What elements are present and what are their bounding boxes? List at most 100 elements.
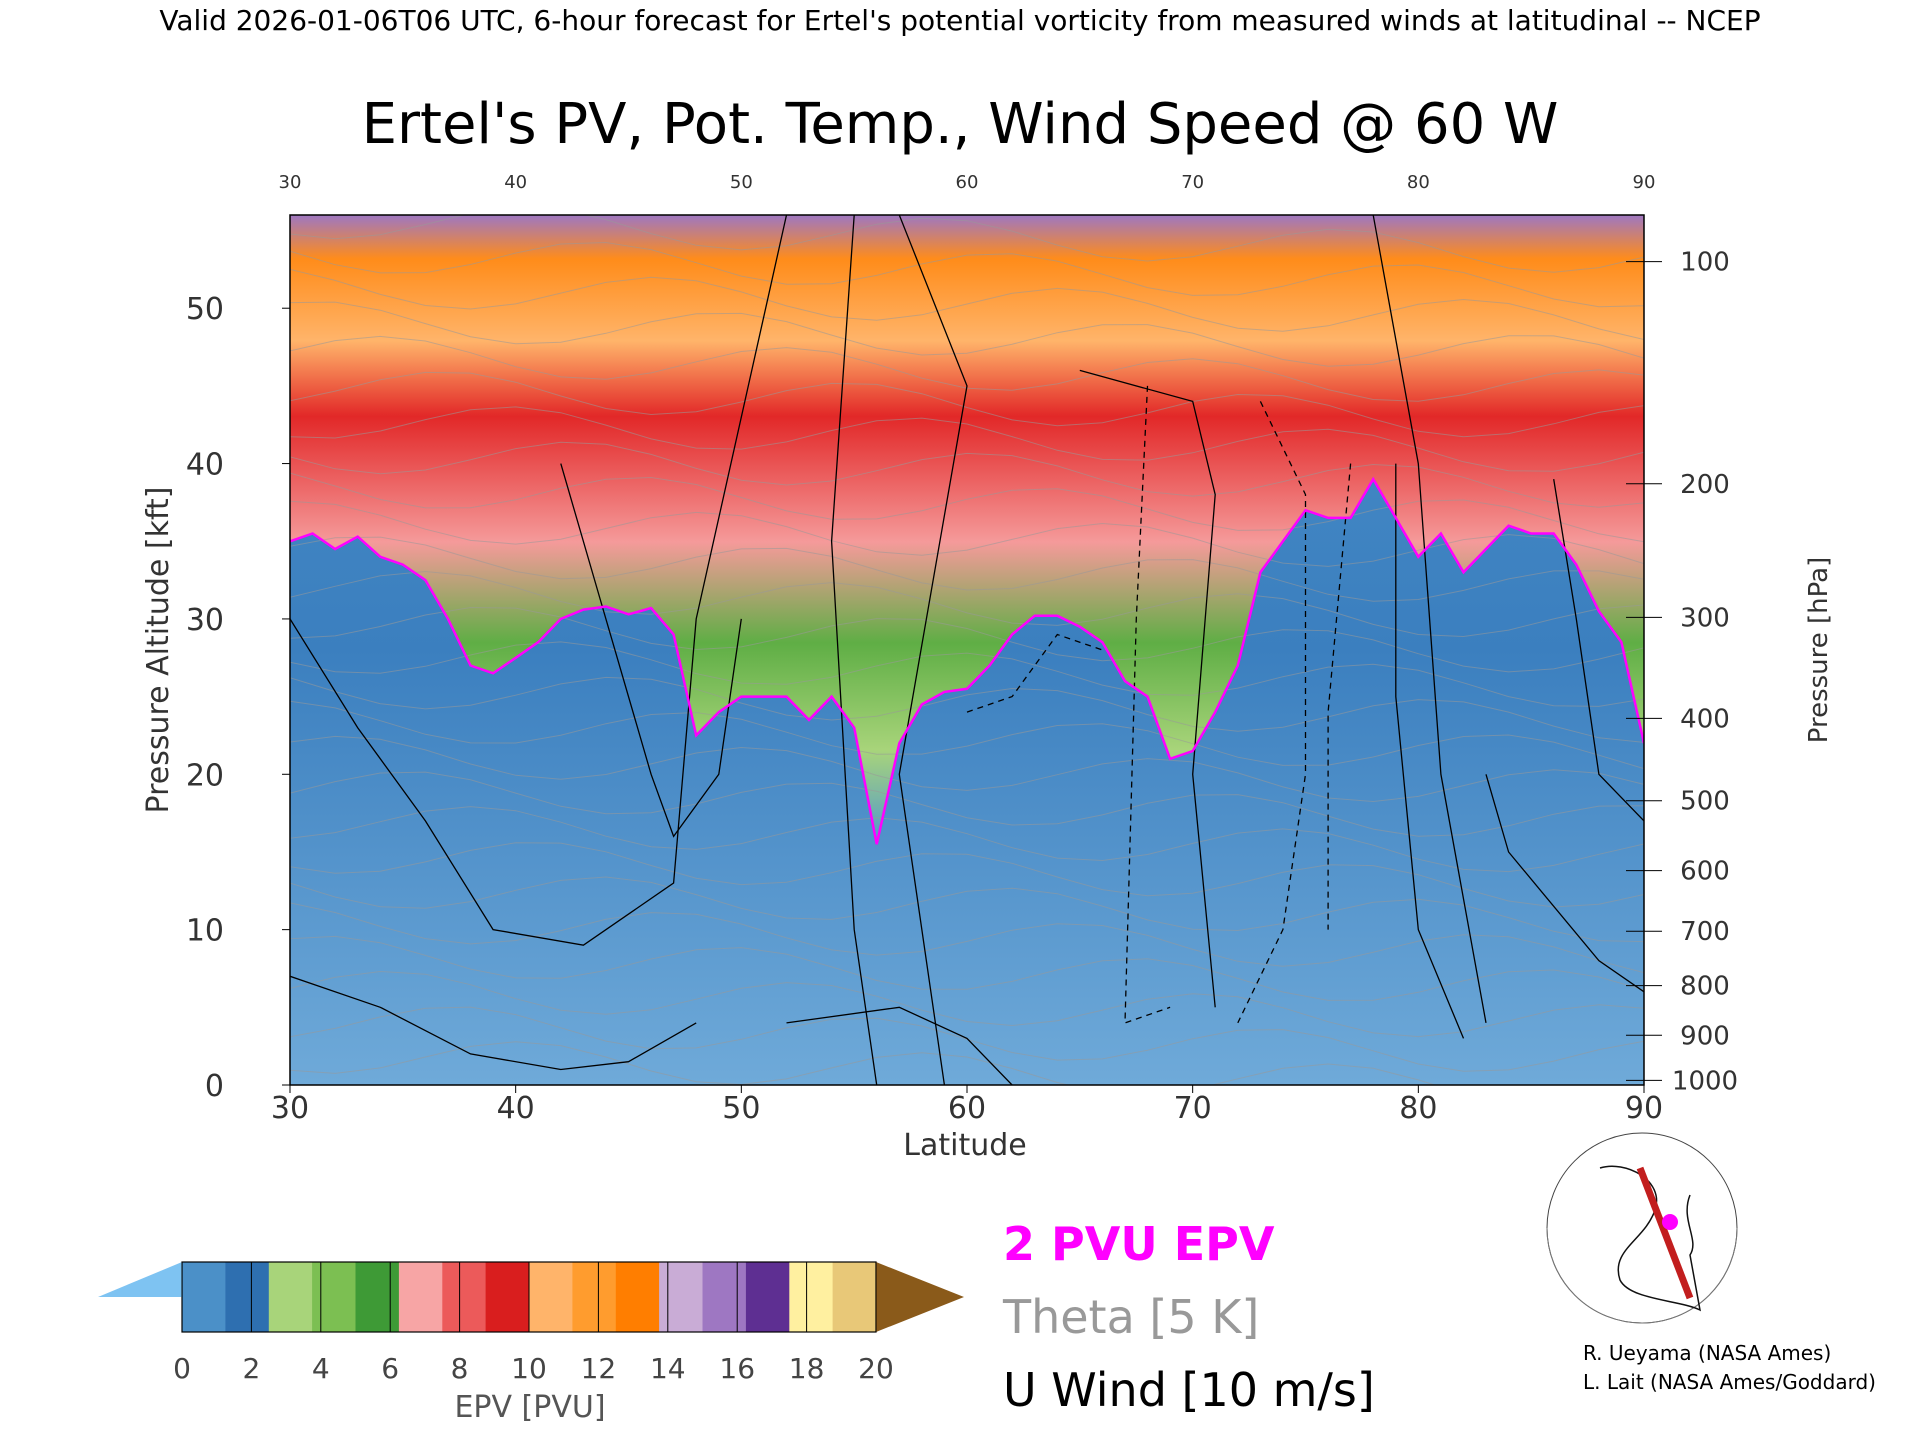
colorbar-cell: [355, 1262, 400, 1332]
wind-contours: [290, 215, 1644, 1085]
wind-contour-line: [786, 1006, 1013, 1085]
wind-contour-line: [830, 215, 878, 1085]
theta-contour-line: [290, 606, 1644, 673]
legend: 2 PVU EPV Theta [5 K] U Wind [10 m/s]: [1002, 1217, 1375, 1417]
map-coastline: [1599, 1165, 1702, 1312]
x-tick-label: 60: [948, 1091, 986, 1126]
top-tick-label: 80: [1407, 172, 1430, 193]
section-track: [1636, 1166, 1694, 1300]
x-tick-label: 90: [1625, 1091, 1663, 1126]
colorbar-over-triangle: [876, 1262, 964, 1332]
theta-contour-line: [290, 1041, 1437, 1085]
wind-contour-line: [290, 215, 788, 946]
theta-contour-line: [290, 500, 1644, 567]
x-axis: 30 40 50 60 70 80 90: [271, 1085, 1663, 1126]
colorbar-tick-label: 8: [451, 1352, 469, 1385]
top-tick-label: 30: [279, 172, 302, 193]
chart-title: Ertel's PV, Pot. Temp., Wind Speed @ 60 …: [362, 92, 1559, 157]
theta-contour-line: [290, 215, 1644, 273]
colorbar-under-triangle: [98, 1262, 182, 1332]
y-axis-right: 100 200 300 400 500 600 700 800 900 1000: [1626, 248, 1738, 1096]
theta-contour-line: [290, 536, 1644, 602]
top-tick-label: 60: [956, 172, 979, 193]
x-tick-label: 70: [1174, 1091, 1212, 1126]
colorbar-cell: [615, 1262, 660, 1332]
x-tick-label: 50: [722, 1091, 760, 1126]
theta-contour-line: [290, 876, 1644, 943]
colorbar: 0 2 4 6 8 10 12 14 16 18 20 EPV [PVU]: [98, 1261, 964, 1425]
legend-pv-label: 2 PVU EPV: [1003, 1217, 1275, 1271]
colorbar-cell: [398, 1262, 443, 1332]
colorbar-cell: [702, 1262, 747, 1332]
colorbar-cell: [832, 1262, 877, 1332]
section-marker: [1662, 1214, 1678, 1230]
colorbar-cell: [225, 1262, 270, 1332]
pressure-tick-label: 300: [1680, 603, 1730, 633]
colorbar-cell: [789, 1262, 834, 1332]
wind-contour-line: [290, 975, 697, 1071]
colorbar-label: EPV [PVU]: [454, 1390, 605, 1425]
top-axis: 30 40 50 60 70 80 90: [279, 172, 1656, 193]
pressure-tick-label: 900: [1680, 1021, 1730, 1051]
colorbar-tick-label: 4: [312, 1352, 330, 1385]
theta-contour-line: [290, 570, 1644, 638]
pressure-tick-label: 100: [1680, 248, 1730, 278]
theta-contour-line: [290, 700, 1644, 770]
top-tick-label: 70: [1181, 172, 1204, 193]
x-axis-label: Latitude: [903, 1128, 1026, 1163]
wind-contour-line: [1372, 215, 1487, 1024]
legend-theta-label: Theta [5 K]: [1002, 1290, 1259, 1344]
top-tick-label: 90: [1633, 172, 1656, 193]
colorbar-cell: [182, 1262, 226, 1332]
pressure-tick-label: 1000: [1672, 1066, 1738, 1096]
pressure-tick-label: 500: [1680, 787, 1730, 817]
y-tick-label: 50: [186, 292, 224, 327]
y-tick-label: 20: [186, 758, 224, 793]
colorbar-tick-label: 16: [719, 1352, 755, 1385]
theta-contour-line: [290, 902, 1644, 974]
wind-contour-line: [560, 463, 742, 838]
colorbar-cell: [659, 1262, 704, 1332]
theta-contour-line: [290, 970, 1644, 1038]
colorbar-cell: [745, 1262, 790, 1332]
colorbar-cell: [312, 1262, 357, 1332]
colorbar-tick-label: 6: [381, 1352, 399, 1385]
y-axis-left: 0 10 20 30 40 50: [186, 292, 290, 1104]
theta-contour-line: [290, 935, 1644, 1001]
y-tick-label: 10: [186, 914, 224, 949]
theta-contour-line: [290, 472, 1644, 543]
top-tick-label: 40: [504, 172, 527, 193]
theta-contour-line: [290, 268, 1644, 340]
wind-contour-line: [1485, 774, 1644, 993]
wind-contour-line: [1079, 369, 1216, 1008]
colorbar-tick-label: 20: [858, 1352, 894, 1385]
theta-contour-line: [290, 676, 1644, 743]
credit-line-1: R. Ueyama (NASA Ames): [1583, 1341, 1832, 1365]
colorbar-cell: [442, 1262, 487, 1332]
pressure-tick-label: 800: [1680, 972, 1730, 1002]
colorbar-cell: [572, 1262, 617, 1332]
theta-contour-line: [290, 641, 1644, 707]
theta-contour-line: [290, 735, 1644, 803]
colorbar-tick-label: 12: [581, 1352, 617, 1385]
theta-contour-line: [290, 406, 1644, 472]
credit-line-2: L. Lait (NASA Ames/Goddard): [1583, 1370, 1876, 1394]
theta-contour-line: [290, 771, 1644, 837]
pressure-tick-label: 400: [1680, 704, 1730, 734]
top-tick-label: 50: [730, 172, 753, 193]
colorbar-cell: [485, 1262, 530, 1332]
colorbar-cell: [529, 1262, 573, 1332]
colorbar-tick-label: 10: [511, 1352, 547, 1385]
y-tick-label: 40: [186, 448, 224, 483]
theta-contour-line: [290, 842, 1644, 908]
y-axis-label-left: Pressure Altitude [kft]: [141, 487, 176, 814]
theta-contour-line: [290, 241, 1644, 308]
y-tick-label: 0: [205, 1069, 224, 1104]
header-caption: Valid 2026-01-06T06 UTC, 6-hour forecast…: [159, 4, 1760, 37]
wind-contour-line: [1124, 385, 1171, 1024]
colorbar-cell: [268, 1262, 313, 1332]
theta-contour-line: [290, 371, 1644, 438]
pressure-tick-label: 700: [1680, 917, 1730, 947]
wind-contour-line: [1237, 401, 1307, 1024]
